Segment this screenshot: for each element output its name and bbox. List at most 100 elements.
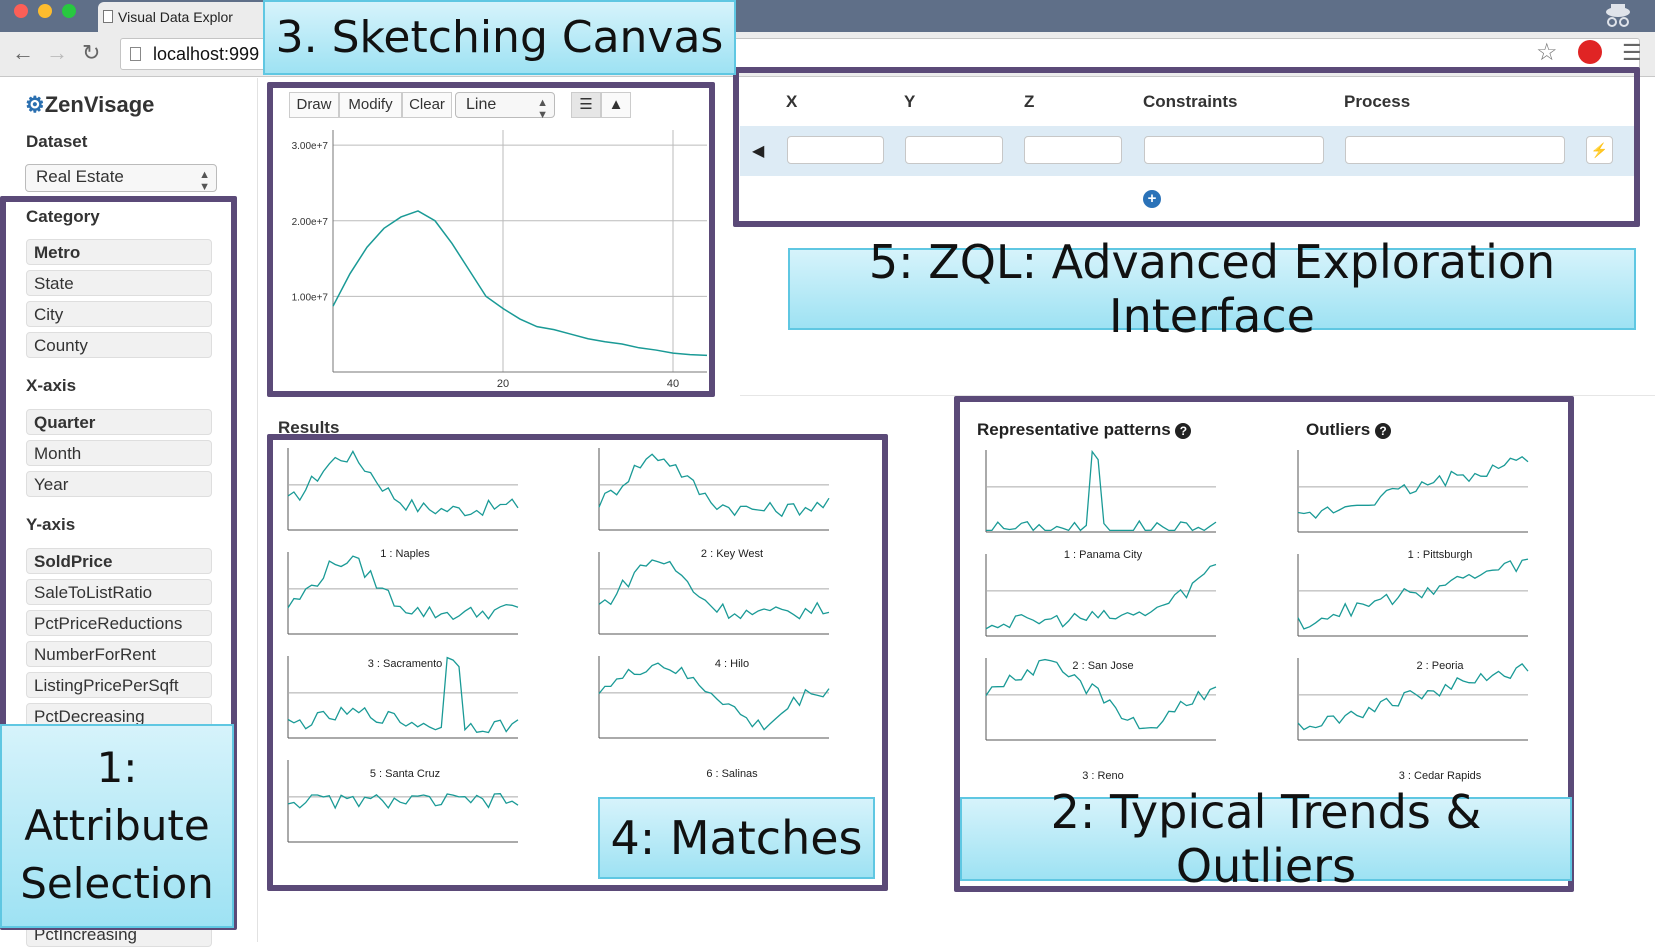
zql-header-y: Y xyxy=(904,92,916,111)
select-arrows-icon: ▲ ▼ xyxy=(537,97,548,121)
sparkline xyxy=(985,563,1217,630)
page-icon xyxy=(103,10,113,23)
sparkline xyxy=(287,793,519,810)
zql-header-z: Z xyxy=(1024,92,1035,111)
sparkline xyxy=(287,656,519,734)
row-collapse-icon[interactable]: ◀ xyxy=(752,143,765,160)
incognito-icon xyxy=(1606,4,1630,27)
adblock-icon[interactable] xyxy=(1578,40,1602,64)
category-item-city[interactable]: City xyxy=(26,301,212,327)
category-item-state[interactable]: State xyxy=(26,270,212,296)
zql-process-input[interactable] xyxy=(1345,136,1565,164)
rep-pattern-label: 1 : Panama City xyxy=(1063,549,1143,561)
y-tick-label: 2.00e+7 xyxy=(292,217,329,228)
trends-outliers-frame xyxy=(954,396,1574,892)
divider xyxy=(740,395,1655,396)
list-view-icon[interactable]: ☰ xyxy=(571,92,601,118)
outlier-label: 3 : Cedar Rapids xyxy=(1398,770,1482,782)
gear-icon: ⚙ xyxy=(25,92,45,117)
outlier-label: 1 : Pittsburgh xyxy=(1407,549,1473,561)
result-label: 5 : Santa Cruz xyxy=(369,768,441,780)
zql-header-process: Process xyxy=(1344,92,1411,111)
yaxis-item-saletolistratio[interactable]: SaleToListRatio xyxy=(26,579,212,605)
sketching-canvas-frame xyxy=(267,82,715,397)
category-item-county[interactable]: County xyxy=(26,332,212,358)
sparkline xyxy=(287,450,519,517)
rep-pattern-label: 3 : Reno xyxy=(1082,770,1124,782)
forward-arrow-icon[interactable]: → xyxy=(46,40,68,65)
zql-x-input[interactable] xyxy=(787,136,884,164)
sparkline xyxy=(1297,663,1529,731)
x-tick-label: 40 xyxy=(667,378,679,390)
dataset-select[interactable]: Real Estate ▲ ▼ xyxy=(25,164,217,193)
result-label: 4 : Hilo xyxy=(714,658,750,670)
app-logo[interactable]: ⚙ZenVisage xyxy=(25,92,155,117)
rep-pattern-label: 2 : San Jose xyxy=(1072,660,1134,672)
sparkline xyxy=(598,453,830,518)
add-row-icon[interactable]: + xyxy=(1143,190,1161,208)
xaxis-item-quarter[interactable]: Quarter xyxy=(26,409,212,435)
back-arrow-icon[interactable]: ← xyxy=(12,40,34,65)
yaxis-label: Y-axis xyxy=(26,515,76,534)
tree-view-icon[interactable]: ▲ xyxy=(601,92,631,118)
xaxis-item-year[interactable]: Year xyxy=(26,471,212,497)
callout-trends-outliers: 2: Typical Trends & Outliers xyxy=(960,785,1572,893)
zql-y-input[interactable] xyxy=(905,136,1003,164)
zql-constraints-input[interactable] xyxy=(1144,136,1324,164)
patterns-grid xyxy=(985,449,1529,741)
callout-matches: 4: Matches xyxy=(598,797,875,879)
help-icon[interactable]: ? xyxy=(1374,423,1391,439)
browser-tab[interactable]: Visual Data Explor xyxy=(98,2,268,32)
xaxis-item-month[interactable]: Month xyxy=(26,440,212,466)
result-label: 3 : Sacramento xyxy=(367,658,443,670)
minimize-window-icon[interactable] xyxy=(38,4,52,18)
bookmark-star-icon[interactable]: ☆ xyxy=(1536,39,1558,66)
representative-patterns-title: Representative patterns ? xyxy=(977,420,1192,440)
zql-z-input[interactable] xyxy=(1024,136,1122,164)
sketch-chart[interactable]: 20 40 1.00e+7 2.00e+7 3.00e+7 xyxy=(280,124,710,394)
y-tick-label: 3.00e+7 xyxy=(292,141,329,152)
results-title: Results xyxy=(278,418,340,437)
url-text: localhost:999 xyxy=(153,44,260,64)
zql-header-x: X xyxy=(786,92,798,111)
category-label: Category xyxy=(26,207,100,226)
sparkline xyxy=(598,559,830,620)
close-window-icon[interactable] xyxy=(14,4,28,18)
modify-button[interactable]: Modify xyxy=(339,92,402,118)
result-label: 2 : Key West xyxy=(700,548,764,560)
xaxis-label: X-axis xyxy=(26,376,77,395)
callout-zql: 5: ZQL: Advanced Exploration Interface xyxy=(788,235,1636,343)
category-item-metro[interactable]: Metro xyxy=(26,239,212,265)
select-arrows-icon: ▲ ▼ xyxy=(199,169,210,193)
callout-attribute-selection: 1: Attribute Selection xyxy=(0,724,234,928)
zql-frame xyxy=(733,67,1640,227)
clear-button[interactable]: Clear xyxy=(402,92,452,118)
maximize-window-icon[interactable] xyxy=(62,4,76,18)
matches-frame xyxy=(267,434,888,891)
menu-icon[interactable]: ☰ xyxy=(1622,40,1642,65)
page-icon xyxy=(130,47,141,61)
sparkline xyxy=(1297,456,1529,519)
result-label: 6 : Salinas xyxy=(706,768,758,780)
sparkline xyxy=(1297,558,1529,630)
yaxis-item-soldprice[interactable]: SoldPrice xyxy=(26,548,212,574)
reload-icon[interactable]: ↻ xyxy=(82,40,101,65)
chart-type-select[interactable]: Line ▲ ▼ xyxy=(455,92,555,121)
yaxis-item-listingpricepersqft[interactable]: ListingPricePerSqft xyxy=(26,672,212,698)
yaxis-item-numberforrent[interactable]: NumberForRent xyxy=(26,641,212,667)
sparkline xyxy=(287,555,519,621)
result-label: 1 : Naples xyxy=(380,548,430,560)
help-icon[interactable]: ? xyxy=(1175,423,1192,439)
sparkline xyxy=(986,449,1217,532)
results-grid xyxy=(287,448,830,843)
zql-header-constraints: Constraints xyxy=(1143,92,1238,111)
tab-title: Visual Data Explor xyxy=(118,9,233,25)
callout-sketching-canvas: 3. Sketching Canvas xyxy=(263,0,736,75)
outliers-title: Outliers ? xyxy=(1306,420,1391,440)
yaxis-item-pctpricereductions[interactable]: PctPriceReductions xyxy=(26,610,212,636)
run-query-icon[interactable]: ⚡ xyxy=(1586,136,1613,164)
browser-tab-bar: Visual Data Explor xyxy=(0,0,1655,32)
draw-button[interactable]: Draw xyxy=(289,92,339,118)
y-tick-label: 1.00e+7 xyxy=(292,292,329,303)
outlier-label: 2 : Peoria xyxy=(1416,660,1464,672)
